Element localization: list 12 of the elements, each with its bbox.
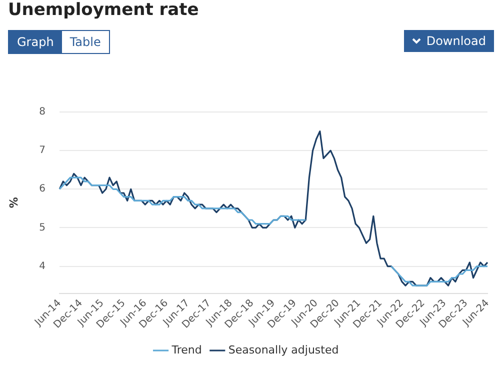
legend-label: Trend (170, 343, 202, 356)
chart-title: Unemployment rate (8, 0, 199, 20)
text: Download (426, 34, 486, 48)
y-tick-label: 4 (39, 260, 46, 272)
legend-label: Seasonally adjusted (228, 343, 339, 356)
text: Graph (9, 31, 62, 53)
y-axis-title: % (7, 197, 20, 208)
text: Table (62, 31, 109, 53)
y-tick-label: 8 (39, 106, 46, 118)
y-tick-label: 5 (39, 222, 46, 234)
y-tick-label: 6 (39, 184, 46, 195)
y-tick-label: 7 (39, 145, 46, 156)
